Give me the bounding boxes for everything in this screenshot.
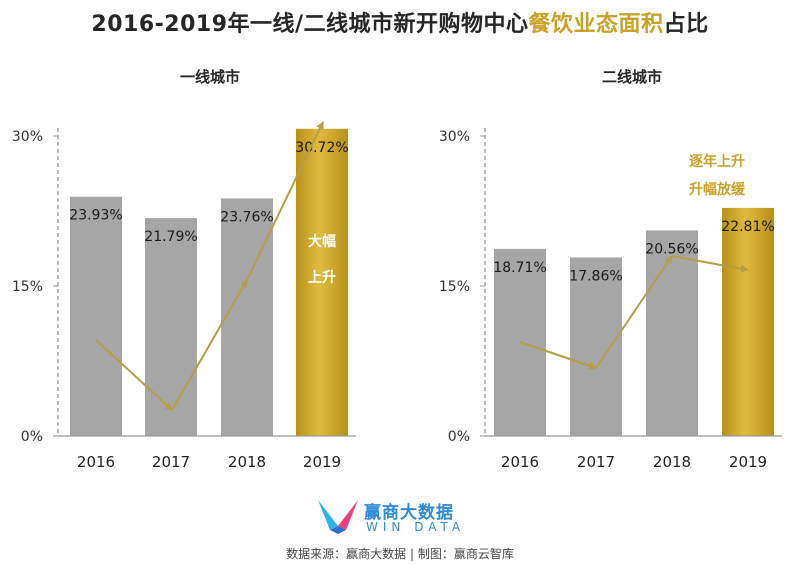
tier2-x-label-2018: 2018 [653, 453, 691, 471]
tier2-value-label-2017: 17.86% [569, 268, 622, 284]
tier1-y-tick-label: 0% [21, 429, 43, 445]
tier2-bar-2019 [722, 207, 774, 436]
tier2-x-label-2016: 2016 [501, 453, 539, 471]
tier2-trend-arrow [595, 255, 673, 369]
tier2-y-tick-label: 0% [448, 429, 470, 445]
tier1-value-label-2018: 23.76% [220, 209, 273, 225]
tier1-bar-2016 [70, 196, 122, 436]
tier2-annotation: 逐年上升 [689, 153, 745, 170]
tier1-trend-arrow [95, 339, 173, 411]
tier1-x-label-2016: 2016 [77, 453, 115, 471]
tier2-x-label-2017: 2017 [577, 453, 615, 471]
tier2-bar-2017 [570, 257, 622, 436]
tier1-bar-2019 [296, 128, 348, 437]
tier2-value-label-2019: 22.81% [721, 219, 774, 235]
tier1-panel-title: 一线城市 [180, 68, 240, 86]
tier1-x-label-2019: 2019 [303, 453, 341, 471]
tier1-annotation: 上升 [308, 269, 336, 286]
tier1-trend-arrow [246, 121, 324, 281]
tier1-bar-2017 [145, 218, 197, 436]
tier1-bar-2018 [221, 198, 273, 436]
tier2-value-label-2016: 18.71% [493, 260, 546, 276]
tier2-bar-2018 [646, 230, 698, 436]
tier2-trend-arrow [671, 255, 749, 273]
chart-title: 2016-2019年一线/二线城市新开购物中心餐饮业态面积占比 [91, 12, 709, 37]
tier2-panel-title: 二线城市 [602, 68, 662, 86]
tier2-y-tick-label: 15% [439, 279, 470, 295]
tier2-trend-arrow [519, 341, 597, 370]
tier1-x-label-2018: 2018 [228, 453, 266, 471]
tier1-value-label-2019: 30.72% [295, 140, 348, 156]
source-note: 数据来源：赢商大数据 | 制图：赢商云智库 [286, 547, 514, 561]
tier2-y-tick-label: 30% [439, 129, 470, 145]
tier2-x-label-2019: 2019 [729, 453, 767, 471]
tier2-annotation: 升幅放缓 [689, 181, 746, 198]
windata-logo: 赢商大数据 WIN DATA [316, 496, 516, 540]
tier1-annotation: 大幅 [308, 233, 336, 250]
tier2-value-label-2018: 20.56% [645, 241, 698, 257]
tier1-y-tick-label: 30% [12, 129, 43, 145]
tier1-x-label-2017: 2017 [152, 453, 190, 471]
tier1-value-label-2017: 21.79% [144, 229, 197, 245]
tier1-y-tick-label: 15% [12, 279, 43, 295]
logo-name: 赢商大数据 [364, 503, 454, 523]
tier1-trend-arrow [171, 279, 248, 411]
windata-logo-icon [318, 500, 358, 534]
bar-charts: 一线城市 0% 15% 30% 23.93% 2016 21.79% 2017 23.76% 20… [12, 68, 782, 471]
tier1-value-label-2016: 23.93% [69, 208, 122, 224]
logo-sub: WIN DATA [366, 520, 466, 534]
